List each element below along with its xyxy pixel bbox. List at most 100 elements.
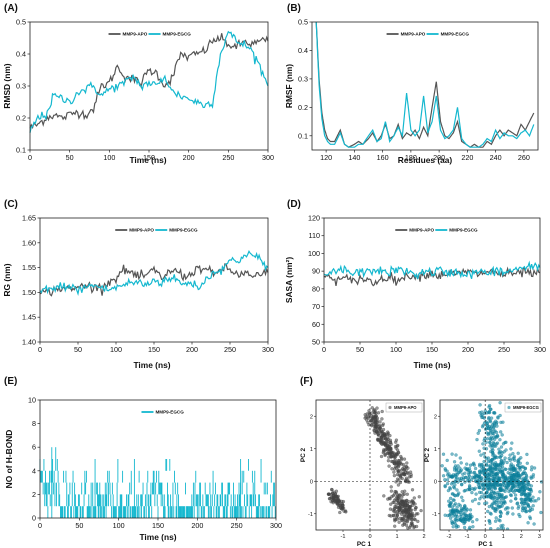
scatter-point (477, 428, 482, 433)
legend: MMP9-EGCG (141, 410, 184, 415)
scatter-point (482, 446, 486, 450)
y-tick-label: 120 (308, 214, 320, 223)
x-axis-label: Time (ns) (133, 360, 170, 370)
scatter-point (454, 477, 458, 482)
x-tick-label: 3 (538, 534, 541, 540)
x-axis-label: PC 1 (478, 541, 493, 548)
scatter-point (368, 419, 373, 423)
scatter-point (498, 413, 502, 418)
scatter-point (526, 503, 530, 507)
scatter-point (397, 497, 401, 501)
scatter-point (529, 489, 534, 493)
x-tick-label: 250 (222, 153, 234, 162)
scatter-point (389, 489, 394, 493)
scatter-point (467, 484, 472, 488)
legend-marker (507, 405, 511, 410)
panel-c: (C) 0 50 100 150 200 250 300 1.40 1.45 1.50 1.55 1.6… (2, 199, 274, 370)
y-axis-label: SASA (nm²) (284, 257, 294, 303)
scatter-point (531, 473, 536, 477)
scatter-point (390, 494, 394, 499)
scatter-point (394, 440, 398, 444)
scatter-point (500, 433, 504, 437)
scatter-point (491, 501, 495, 505)
scatter-point (488, 436, 492, 441)
x-tick-label: 160 (377, 153, 389, 162)
x-tick-label: 200 (191, 521, 203, 530)
scatter-point (507, 489, 511, 494)
scatter-point (463, 488, 467, 493)
series-line-mmp9-apo (315, 21, 535, 148)
scatter-point (493, 466, 497, 470)
scatter-point (499, 469, 503, 474)
scatter-point (338, 510, 342, 515)
scatter-point (480, 482, 485, 487)
scatter-point (482, 493, 486, 497)
scatter-point (370, 406, 374, 410)
scatter-point (482, 459, 486, 464)
x-axis-label: Residues (aa) (398, 155, 453, 165)
scatter-point (445, 469, 449, 473)
scatter-point (468, 508, 473, 512)
scatter-point (379, 435, 383, 440)
scatter-point (386, 459, 391, 463)
scatter-point (407, 531, 410, 534)
scatter-point (396, 483, 401, 487)
scatter-point (334, 489, 339, 493)
scatter-point (448, 487, 452, 491)
scatter-point (532, 499, 536, 503)
scatter-point (327, 492, 331, 496)
scatter-point (513, 497, 518, 501)
scatter-point (440, 464, 444, 468)
scatter-point (510, 441, 514, 445)
scatter-point (522, 488, 526, 493)
y-tick-label: 1.40 (22, 338, 36, 347)
scatter-point (488, 441, 492, 445)
scatter-point (455, 488, 459, 492)
scatter-point (478, 403, 482, 407)
scatter-point (471, 462, 475, 466)
x-tick-label: 1 (395, 534, 398, 540)
y-tick-label: 1 (310, 447, 313, 453)
scatter-point (498, 514, 503, 519)
x-tick-label: 240 (490, 153, 502, 162)
scatter-point (518, 461, 522, 465)
scatter-point (405, 503, 410, 508)
scatter-point (386, 448, 390, 452)
scatter-point (474, 492, 478, 496)
pca-subplot-mmp9-apo: -1 0 1 2 -1 0 1 2 PC 1 PC 2 MMP9-APO (300, 399, 426, 548)
scatter-point (370, 424, 374, 428)
scatter-point (525, 452, 529, 457)
scatter-point (450, 452, 454, 456)
y-tick-label: 110 (309, 231, 320, 240)
scatter-point (385, 439, 390, 443)
scatter-point (470, 514, 474, 519)
scatter-point (470, 520, 475, 524)
x-tick-label: 100 (110, 345, 122, 354)
scatter-point (443, 484, 447, 489)
scatter-point (516, 460, 520, 464)
scatter-point (410, 517, 414, 521)
scatter-point (498, 455, 502, 459)
scatter-point (461, 498, 465, 503)
series-line-mmp9-apo (29, 33, 269, 130)
pca-subplot-mmp9-egcg: -2 -1 0 1 2 3 -1 0 1 2 PC 1 PC 2 MMP9-EGCG (424, 399, 544, 548)
panel-label: (B) (287, 3, 301, 14)
scatter-point (416, 531, 419, 534)
scatter-point (492, 462, 497, 467)
x-tick-label: 50 (356, 345, 364, 354)
scatter-point (396, 469, 401, 474)
scatter-point (519, 456, 523, 460)
y-tick-label: -1 (432, 512, 437, 518)
scatter-point (395, 477, 400, 481)
scatter-point (380, 417, 384, 421)
scatter-point (466, 476, 471, 480)
scatter-point (494, 472, 499, 476)
scatter-point (344, 510, 348, 514)
scatter-point (453, 502, 458, 506)
scatter-point (402, 521, 407, 525)
y-tick-label: 0.4 (16, 50, 26, 59)
y-axis-label: RG (nm) (2, 263, 12, 296)
scatter-point (501, 420, 505, 424)
scatter-point (468, 512, 473, 516)
scatter-point (341, 503, 345, 508)
